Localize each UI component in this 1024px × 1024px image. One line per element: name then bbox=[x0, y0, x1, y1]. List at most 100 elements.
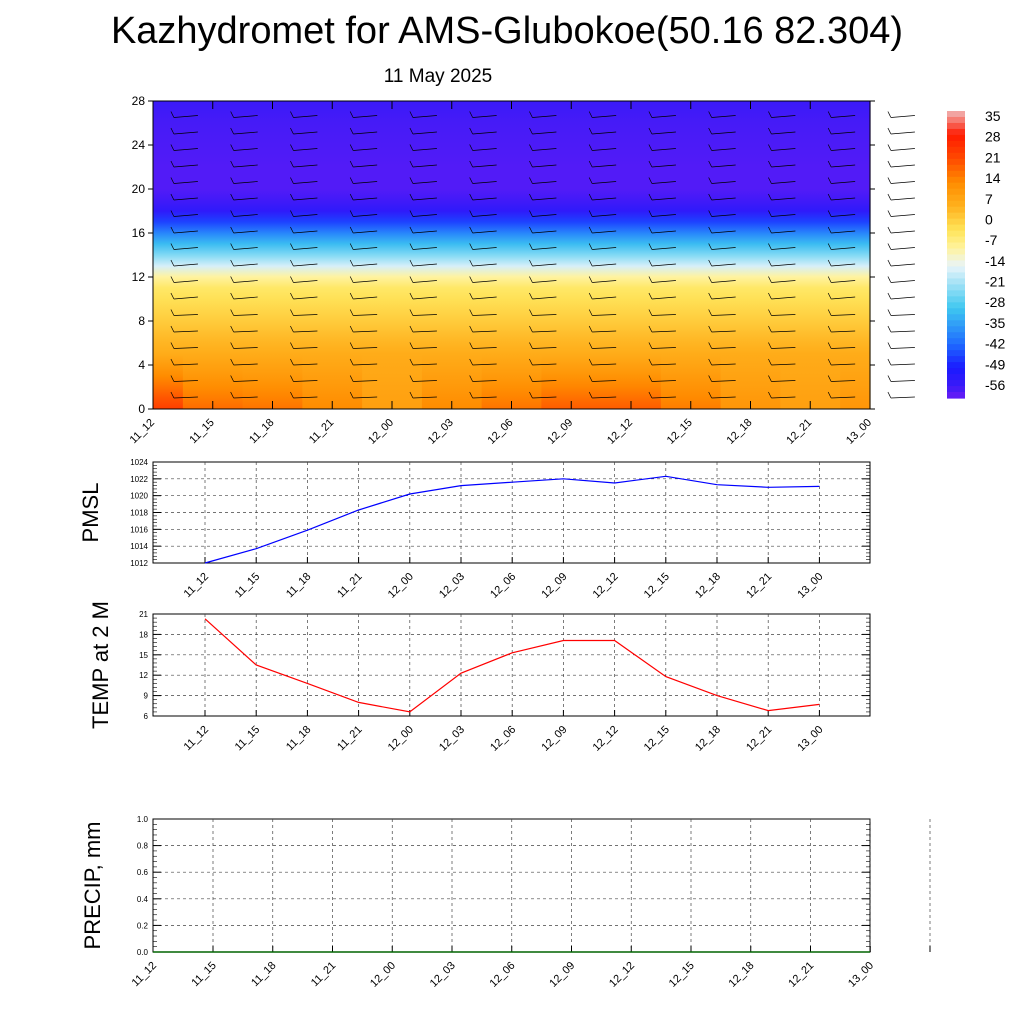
x-tick-label: 12_09 bbox=[539, 571, 569, 601]
wind-barb bbox=[412, 230, 437, 234]
wind-barb-flag bbox=[827, 292, 832, 300]
wind-barb-flag bbox=[469, 226, 473, 234]
wind-barb-flag bbox=[170, 226, 175, 234]
wind-barb bbox=[651, 396, 676, 399]
colorbar-swatch bbox=[947, 326, 965, 333]
wind-barb bbox=[890, 131, 915, 135]
colorbar-swatch bbox=[947, 158, 965, 166]
y-tick-label: 6 bbox=[144, 712, 149, 721]
y-tick-label: 0.8 bbox=[137, 842, 149, 851]
wind-barb bbox=[592, 214, 617, 217]
wind-barb bbox=[771, 230, 796, 234]
wind-barb bbox=[412, 314, 437, 316]
wind-barb bbox=[890, 347, 915, 349]
wind-barb bbox=[651, 247, 676, 250]
wind-barb-flag bbox=[349, 144, 354, 151]
wind-barb-flag bbox=[529, 144, 533, 151]
wind-barb-flag bbox=[290, 111, 294, 118]
wind-barb-flag bbox=[170, 193, 175, 201]
colorbar-label: -7 bbox=[985, 232, 998, 248]
wind-barb-flag bbox=[768, 309, 772, 316]
wind-barb-flag bbox=[827, 375, 832, 382]
wind-barb bbox=[592, 347, 617, 349]
wind-barb bbox=[890, 247, 915, 250]
colorbar-swatch bbox=[947, 260, 965, 268]
wind-barb bbox=[532, 347, 557, 349]
colorbar-swatch bbox=[947, 212, 965, 220]
wind-barb-flag bbox=[529, 391, 533, 399]
wind-barb-flag bbox=[588, 177, 593, 184]
wind-barb-flag bbox=[887, 193, 892, 201]
wind-barb-flag bbox=[230, 226, 234, 234]
wind-barb-flag bbox=[529, 292, 533, 300]
wind-barb bbox=[890, 230, 915, 234]
wind-barb-flag bbox=[409, 177, 414, 184]
wind-barb bbox=[173, 214, 198, 217]
wind-barb-flag bbox=[349, 325, 354, 333]
x-tick-label: 12_18 bbox=[693, 724, 723, 754]
heatmap-cell-column bbox=[421, 101, 483, 409]
colorbar-swatch bbox=[947, 368, 965, 375]
wind-barb-flag bbox=[768, 127, 772, 135]
wind-barb bbox=[651, 197, 676, 201]
wind-barb bbox=[651, 263, 676, 267]
wind-barb bbox=[831, 197, 856, 201]
wind-barb bbox=[293, 380, 318, 382]
wind-barb-flag bbox=[230, 259, 234, 267]
wind-barb-flag bbox=[230, 210, 234, 217]
wind-barb-flag bbox=[409, 325, 414, 333]
y-tick-label: 0.4 bbox=[137, 895, 149, 904]
wind-barb-flag bbox=[887, 259, 892, 267]
wind-barb-flag bbox=[708, 210, 712, 217]
wind-barb bbox=[293, 314, 318, 316]
wind-barb-flag bbox=[290, 292, 294, 300]
wind-barb bbox=[711, 380, 736, 382]
colorbar-label: 21 bbox=[985, 149, 1001, 165]
wind-barb-flag bbox=[409, 391, 414, 399]
wind-barb-flag bbox=[349, 127, 354, 135]
wind-barb bbox=[412, 148, 437, 151]
wind-barb bbox=[412, 115, 437, 118]
wind-barb-flag bbox=[648, 375, 653, 382]
wind-barb-flag bbox=[648, 226, 653, 234]
chart-title: Kazhydromet for AMS-Glubokoe(50.16 82.30… bbox=[110, 10, 904, 52]
x-tick-label: 12_00 bbox=[366, 417, 396, 447]
wind-barb-flag bbox=[170, 292, 175, 300]
wind-barb bbox=[771, 363, 796, 366]
wind-barb bbox=[592, 314, 617, 316]
heatmap-cell-column bbox=[660, 101, 722, 409]
x-tick-label: 13_00 bbox=[844, 417, 874, 447]
colorbar-swatch bbox=[947, 356, 965, 363]
wind-barb bbox=[711, 314, 736, 316]
wind-barb bbox=[293, 230, 318, 234]
wind-barb-flag bbox=[469, 193, 473, 201]
wind-barb bbox=[711, 181, 736, 184]
wind-barb bbox=[711, 280, 736, 283]
wind-barb bbox=[293, 197, 318, 201]
wind-barb bbox=[831, 314, 856, 316]
y-tick-label: 16 bbox=[132, 226, 146, 240]
y-tick-label: 0.0 bbox=[137, 948, 149, 957]
wind-barb-flag bbox=[230, 127, 234, 135]
wind-barb-flag bbox=[768, 243, 772, 250]
heatmap-cell-column bbox=[362, 101, 423, 409]
colorbar-swatch bbox=[947, 254, 965, 262]
wind-barb bbox=[831, 181, 856, 184]
colorbar-swatch bbox=[947, 272, 965, 280]
wind-barb-flag bbox=[230, 375, 234, 382]
wind-barb-flag bbox=[349, 210, 354, 217]
temperature-panel: 6 9 12 15 18 21 11_12 11_15 11_18 11_21 12_00 12_03… bbox=[88, 601, 871, 754]
wind-barb bbox=[771, 214, 796, 217]
wind-barb bbox=[831, 330, 856, 333]
wind-barb-flag bbox=[469, 160, 473, 168]
wind-barb bbox=[890, 330, 915, 333]
wind-barb bbox=[831, 296, 856, 300]
wind-barb bbox=[831, 263, 856, 267]
wind-barb bbox=[472, 314, 497, 316]
wind-barb-flag bbox=[827, 259, 832, 267]
wind-barb-flag bbox=[290, 276, 294, 283]
wind-barb bbox=[173, 314, 198, 316]
wind-barb bbox=[412, 181, 437, 184]
wind-barb bbox=[890, 197, 915, 201]
wind-barb-flag bbox=[887, 309, 892, 316]
